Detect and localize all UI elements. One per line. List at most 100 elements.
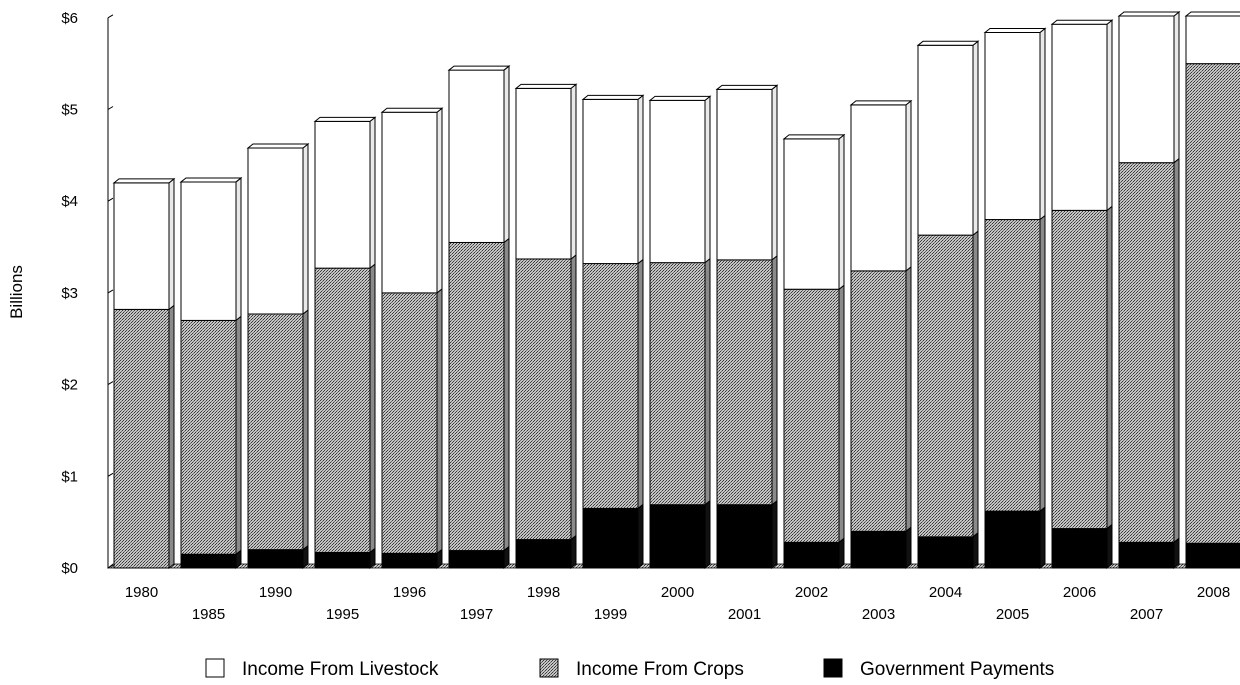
bar-face xyxy=(850,270,907,532)
x-tick-label: 2000 xyxy=(661,584,694,601)
bar-segment xyxy=(917,531,979,570)
y-tick-label: $2 xyxy=(61,377,78,394)
bar-top xyxy=(313,116,377,122)
bar-top xyxy=(648,95,712,101)
bar-segment xyxy=(381,548,443,570)
bar-side xyxy=(302,142,309,316)
bar-side xyxy=(905,526,912,570)
bar-side xyxy=(1173,157,1180,544)
bar-face xyxy=(247,147,304,315)
bar-side xyxy=(436,287,443,555)
y-tick-mark xyxy=(107,197,114,202)
bar-top xyxy=(849,100,913,106)
bar-segment xyxy=(247,142,309,316)
bar-segment xyxy=(113,304,175,570)
bar-top xyxy=(916,40,980,46)
bar-face xyxy=(1118,15,1175,164)
bar-segment xyxy=(716,84,778,261)
bar-top xyxy=(581,94,645,100)
x-tick-label: 1998 xyxy=(527,584,560,601)
bar-side xyxy=(704,257,711,506)
bar-side xyxy=(972,531,979,570)
bar-segment xyxy=(247,308,309,551)
bar-segment xyxy=(1051,523,1113,570)
bar-face xyxy=(649,262,706,506)
bar-face xyxy=(113,308,170,569)
bar-side xyxy=(838,537,845,570)
bar-top xyxy=(380,107,444,113)
bar-side xyxy=(637,503,644,570)
bar-top xyxy=(1050,19,1114,25)
y-axis-title: Billions xyxy=(7,265,26,319)
bar-face xyxy=(783,138,840,290)
bar-face xyxy=(582,263,639,509)
bar-side xyxy=(1106,19,1113,212)
bar-top xyxy=(983,27,1047,33)
bar-side xyxy=(1106,523,1113,570)
bar-side xyxy=(570,534,577,570)
bar-segment xyxy=(180,315,242,556)
bar-face xyxy=(1118,541,1175,569)
bar-face xyxy=(515,87,572,260)
bar-segment xyxy=(917,40,979,237)
x-tick-label: 2006 xyxy=(1063,584,1096,601)
bar-face xyxy=(984,219,1041,512)
bar-segment xyxy=(1185,542,1240,569)
bar-face xyxy=(917,234,974,538)
x-tick-label: 1996 xyxy=(393,584,426,601)
x-tick-label: 2004 xyxy=(929,584,962,601)
y-tick-label: $1 xyxy=(61,468,78,485)
y-tick-mark xyxy=(107,381,114,386)
bar-segment xyxy=(850,526,912,570)
bar-top xyxy=(179,177,243,183)
bar-side xyxy=(302,308,309,551)
bar-face xyxy=(1185,15,1240,65)
bar-segment xyxy=(582,94,644,265)
x-tick-label: 1995 xyxy=(326,606,359,623)
bar-segment xyxy=(716,499,778,570)
bar-side xyxy=(1039,27,1046,221)
bar-top xyxy=(112,178,176,184)
legend-entry: Income From Crops xyxy=(539,658,744,680)
bar-segment xyxy=(180,549,242,570)
bar-face xyxy=(247,313,304,551)
bar-side xyxy=(1173,537,1180,570)
bar-face xyxy=(582,507,639,569)
bar-segment xyxy=(1051,205,1113,530)
x-tick-label: 2005 xyxy=(996,606,1029,623)
legend-label: Income From Crops xyxy=(576,659,744,680)
bar-face xyxy=(1051,528,1108,569)
bar-side xyxy=(570,253,577,541)
bar-face xyxy=(381,552,438,569)
bar-side xyxy=(570,83,577,261)
bar-segment xyxy=(850,265,912,533)
bar-segment xyxy=(314,263,376,554)
bar-side xyxy=(771,84,778,261)
bar-segment xyxy=(783,133,845,291)
bar-side xyxy=(369,263,376,554)
bar-face xyxy=(381,292,438,554)
bar-face xyxy=(1051,23,1108,211)
bar-side xyxy=(235,176,242,322)
bar-top xyxy=(1117,11,1181,17)
bar-face xyxy=(984,510,1041,569)
x-tick-label: 1985 xyxy=(192,606,225,623)
bar-face xyxy=(448,241,505,552)
y-tick-label: $5 xyxy=(61,102,78,119)
bar-side xyxy=(704,95,711,264)
bar-segment xyxy=(314,116,376,270)
bar-face xyxy=(582,98,639,265)
bar-side xyxy=(503,65,510,244)
bar-segment xyxy=(716,254,778,506)
bar-face xyxy=(314,120,371,269)
bar-face xyxy=(649,504,706,569)
bar-side xyxy=(771,254,778,506)
bar-face xyxy=(247,549,304,569)
x-tick-label: 2001 xyxy=(728,606,761,623)
bar-segment xyxy=(783,284,845,544)
y-tick-mark xyxy=(107,289,114,294)
bar-top xyxy=(246,143,310,149)
bar-side xyxy=(704,499,711,570)
bar-face xyxy=(850,530,907,569)
